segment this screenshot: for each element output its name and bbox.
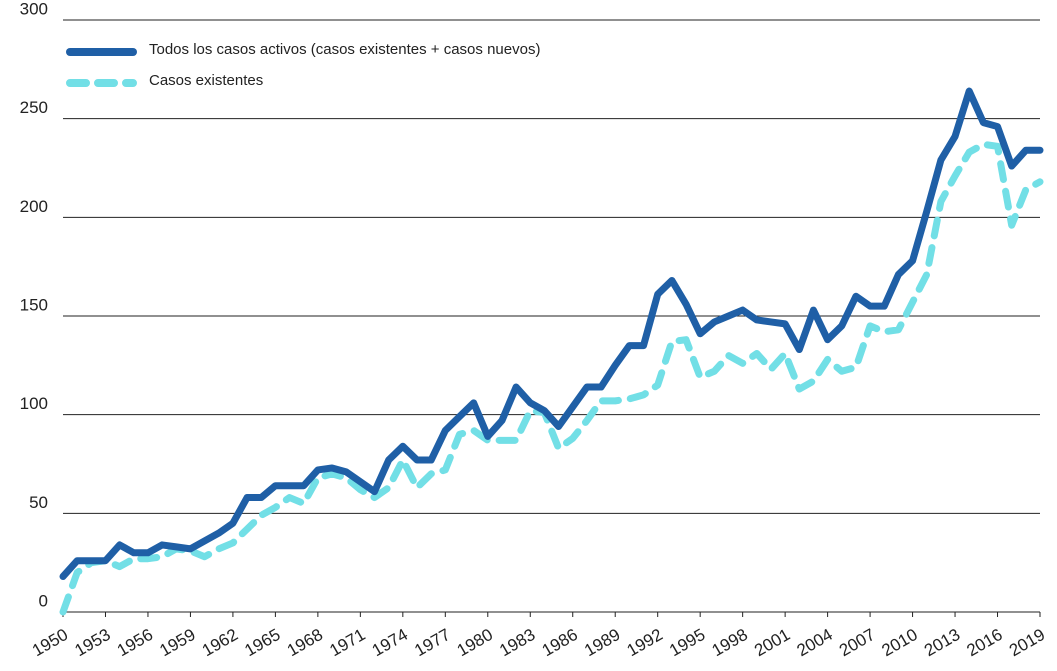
x-tick-label: 1959 <box>156 625 198 660</box>
y-tick-label: 50 <box>29 493 48 512</box>
y-tick-label: 0 <box>39 591 48 610</box>
x-tick-label: 1968 <box>284 625 326 660</box>
x-tick-label: 1998 <box>709 625 751 660</box>
x-tick-label: 2016 <box>964 625 1006 660</box>
series-line <box>59 87 1044 580</box>
x-tick-label: 1953 <box>71 625 113 660</box>
x-tick-label: 1992 <box>624 625 666 660</box>
y-tick-label: 100 <box>20 394 48 413</box>
x-tick-label: 1995 <box>666 625 708 660</box>
x-tick-label: 1989 <box>581 625 623 660</box>
x-tick-label: 2001 <box>751 625 793 660</box>
x-tick-label: 2007 <box>836 625 878 660</box>
series-line <box>59 140 1044 616</box>
legend-label: Todos los casos activos (casos existente… <box>149 41 540 58</box>
y-tick-label: 150 <box>20 295 48 314</box>
x-tick-label: 1962 <box>199 625 241 660</box>
y-tick-label: 200 <box>20 197 48 216</box>
x-tick-label: 2013 <box>921 625 963 660</box>
y-tick-label: 250 <box>20 98 48 117</box>
x-tick-label: 1950 <box>29 625 71 660</box>
legend-label: Casos existentes <box>149 72 263 89</box>
x-tick-label: 2010 <box>879 625 921 660</box>
x-tick-label: 1971 <box>326 625 368 660</box>
x-tick-label: 2004 <box>794 625 836 660</box>
x-tick-label: 1986 <box>539 625 581 660</box>
y-tick-label: 300 <box>20 0 48 18</box>
x-tick-label: 1983 <box>496 625 538 660</box>
x-tick-label: 1965 <box>241 625 283 660</box>
x-tick-label: 1977 <box>411 625 453 660</box>
x-tick-label: 1974 <box>369 625 411 660</box>
x-tick-label: 1956 <box>114 625 156 660</box>
x-tick-label: 1980 <box>454 625 496 660</box>
x-tick-label: 2019 <box>1006 625 1048 660</box>
